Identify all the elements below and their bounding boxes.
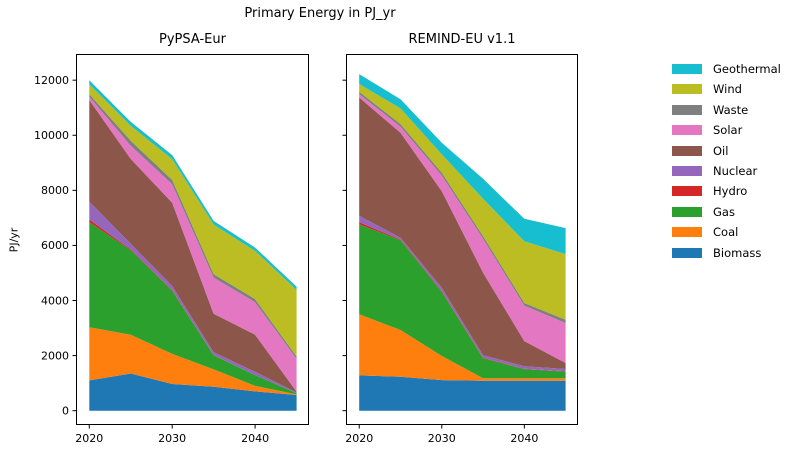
x-tick-label: 2030 — [428, 432, 456, 445]
legend-swatch-gas — [672, 206, 702, 217]
legend-item-hydro: Hydro — [672, 184, 781, 199]
axes-spines — [346, 54, 578, 425]
area-biomass — [359, 375, 566, 411]
y-tick-label: 2000 — [41, 349, 69, 362]
legend-item-gas: Gas — [672, 204, 781, 219]
area-gas — [359, 224, 566, 379]
area-coal — [89, 327, 297, 395]
legend-item-coal: Coal — [672, 225, 781, 240]
legend-item-waste: Waste — [672, 102, 781, 117]
legend-label: Nuclear — [713, 163, 758, 178]
x-tick-label: 2040 — [241, 432, 269, 445]
plot-area-remind-eu: 2020 2030 2040 — [342, 54, 578, 445]
x-tick-label: 2030 — [158, 432, 186, 445]
legend-label: Geothermal — [713, 62, 781, 76]
area-wind — [359, 84, 566, 320]
y-tick-label: 4000 — [41, 294, 69, 307]
legend: Geothermal Wind Waste Solar Oil Nuclear Hydro G… — [672, 62, 781, 268]
area-geothermal — [89, 80, 297, 290]
legend-item-solar: Solar — [672, 123, 781, 138]
x-tick-label: 2020 — [75, 432, 103, 445]
area-gas — [89, 222, 297, 395]
chart-title: Primary Energy in PJ_yr — [244, 6, 396, 21]
area-geothermal — [359, 74, 566, 255]
legend-swatch-waste — [672, 104, 702, 115]
legend-label: Solar — [713, 123, 743, 138]
x-tick-label: 2020 — [345, 432, 373, 445]
area-oil — [359, 97, 566, 370]
legend-swatch-oil — [672, 145, 702, 156]
y-tick-label: 0 — [62, 404, 69, 417]
axes-spines — [76, 54, 309, 425]
legend-label: Oil — [713, 143, 729, 158]
area-waste — [89, 94, 297, 359]
legend-label: Gas — [713, 204, 735, 219]
legend-swatch-biomass — [672, 247, 702, 258]
area-coal — [359, 314, 566, 381]
y-tick-label: 8000 — [41, 184, 69, 197]
legend-item-biomass: Biomass — [672, 245, 781, 260]
area-wind — [89, 84, 297, 357]
legend-label: Biomass — [713, 245, 762, 260]
legend-label: Coal — [713, 225, 739, 240]
legend-swatch-coal — [672, 227, 702, 238]
legend-swatch-nuclear — [672, 165, 702, 176]
legend-item-nuclear: Nuclear — [672, 163, 781, 178]
y-tick-label: 10000 — [34, 129, 69, 142]
area-solar — [89, 96, 297, 392]
y-tick-label: 6000 — [41, 239, 69, 252]
legend-label: Wind — [713, 82, 742, 97]
x-tick-label: 2040 — [510, 432, 538, 445]
y-tick-label: 12000 — [34, 74, 69, 87]
legend-label: Waste — [713, 102, 749, 117]
y-axis-label: PJ/yr — [7, 227, 21, 253]
legend-item-geothermal: Geothermal — [672, 62, 781, 76]
legend-item-oil: Oil — [672, 143, 781, 158]
legend-label: Hydro — [713, 184, 748, 199]
area-oil — [89, 100, 297, 393]
plot-area-pypsa-eur: 2020 2030 2040 0 2000 4000 6000 8000 10000 12000 — [34, 54, 309, 445]
legend-swatch-hydro — [672, 186, 702, 197]
legend-swatch-solar — [672, 125, 702, 136]
legend-swatch-geothermal — [672, 64, 702, 74]
subplot-title-remind-eu: REMIND-EU v1.1 — [408, 32, 516, 47]
area-solar — [359, 94, 566, 363]
area-biomass — [89, 373, 297, 411]
legend-item-wind: Wind — [672, 82, 781, 97]
subplot-title-pypsa-eur: PyPSA-Eur — [159, 32, 226, 47]
legend-swatch-wind — [672, 84, 702, 95]
